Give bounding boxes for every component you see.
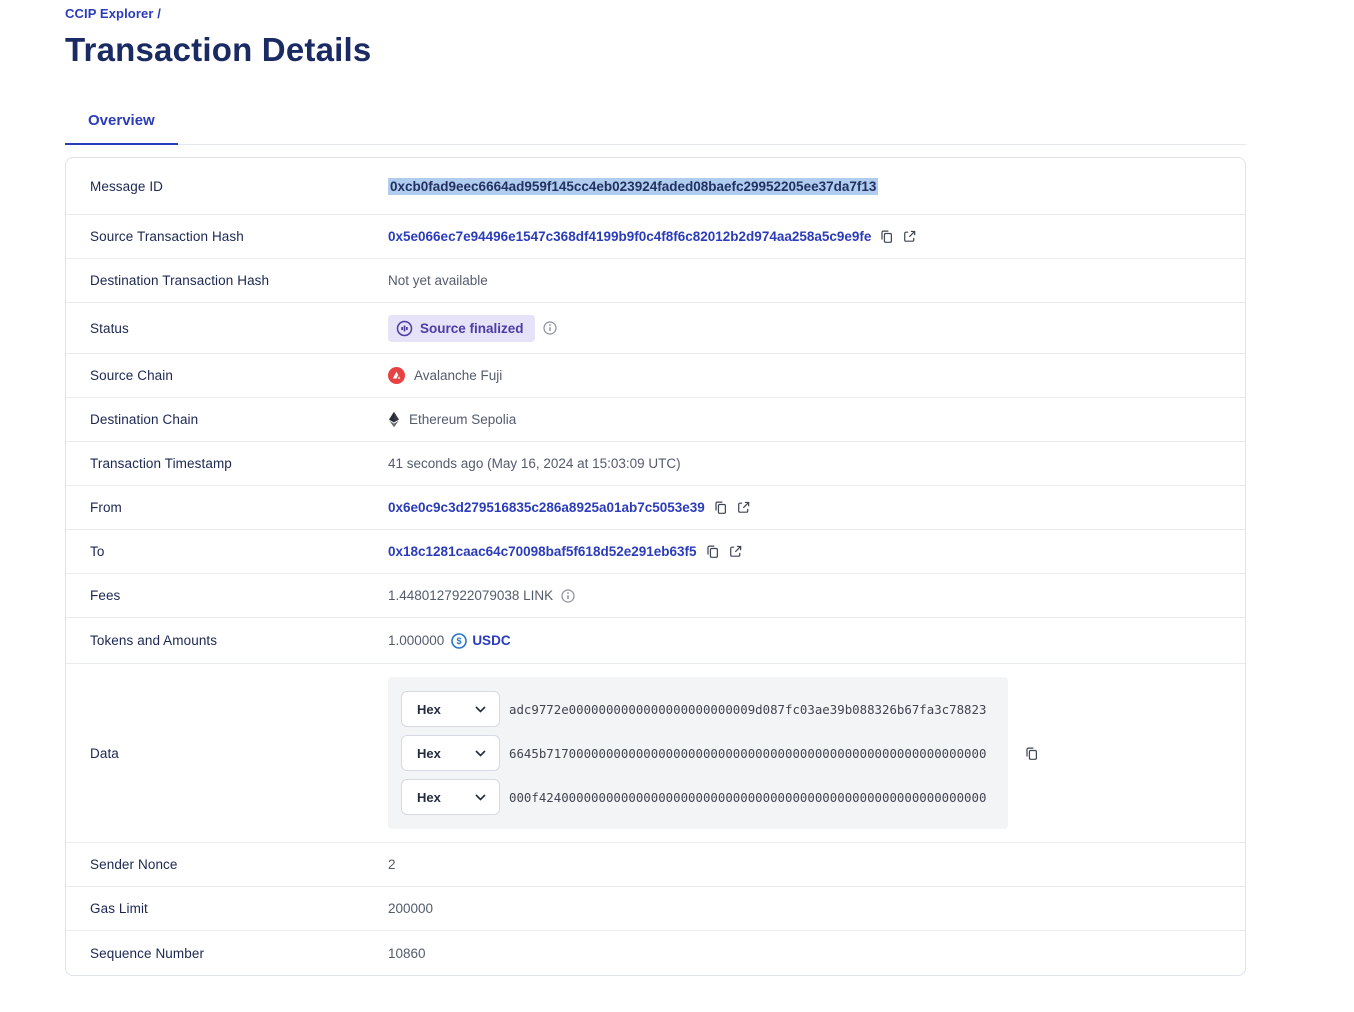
data-format-select[interactable]: Hex xyxy=(401,691,500,727)
tab-bar: Overview xyxy=(65,106,1246,145)
info-icon[interactable] xyxy=(561,588,575,603)
gas-limit-value: 200000 xyxy=(388,901,434,916)
table-row-gas-limit: Gas Limit 200000 xyxy=(66,887,1245,931)
timestamp-value: 41 seconds ago (May 16, 2024 at 15:03:09… xyxy=(388,456,681,471)
table-row-timestamp: Transaction Timestamp 41 seconds ago (Ma… xyxy=(66,442,1245,486)
row-label: Destination Transaction Hash xyxy=(90,273,270,288)
token-symbol: USDC xyxy=(472,633,511,648)
data-format-value: Hex xyxy=(417,745,441,761)
row-label: Sequence Number xyxy=(90,945,205,961)
copy-icon[interactable] xyxy=(713,500,728,515)
table-row-source-chain: Source Chain Avalanche Fuji xyxy=(66,354,1245,398)
row-label: Message ID xyxy=(90,178,164,194)
copy-icon[interactable] xyxy=(879,229,894,244)
row-label: Fees xyxy=(90,588,121,603)
chevron-down-icon xyxy=(475,705,486,713)
svg-text:$: $ xyxy=(457,636,462,646)
row-label: Source Chain xyxy=(90,368,173,383)
dest-chain-name: Ethereum Sepolia xyxy=(409,412,517,427)
data-format-value: Hex xyxy=(417,701,441,717)
usdc-icon: $ xyxy=(451,632,468,649)
to-address-link[interactable]: 0x18c1281caac64c70098baf5f618d52e291eb63… xyxy=(388,544,697,559)
ethereum-icon xyxy=(388,411,400,428)
chevron-down-icon xyxy=(475,793,486,801)
external-link-icon[interactable] xyxy=(902,229,917,244)
dest-tx-hash-value: Not yet available xyxy=(388,273,488,288)
breadcrumb-separator: / xyxy=(157,6,161,21)
table-row-sequence-number: Sequence Number 10860 xyxy=(66,931,1245,975)
status-badge: Source finalized xyxy=(388,314,535,342)
data-line: Hex adc9772e0000000000000000000000009d08… xyxy=(401,691,996,727)
table-row-status: Status Source finalized xyxy=(66,303,1245,354)
row-label: Transaction Timestamp xyxy=(90,456,232,471)
status-badge-label: Source finalized xyxy=(420,320,524,336)
row-label: Source Transaction Hash xyxy=(90,229,244,244)
status-progress-icon xyxy=(396,320,413,337)
table-row-to: To 0x18c1281caac64c70098baf5f618d52e291e… xyxy=(66,530,1245,574)
table-row-from: From 0x6e0c9c3d279516835c286a8925a01ab7c… xyxy=(66,486,1245,530)
breadcrumb: CCIP Explorer / xyxy=(65,6,1246,21)
copy-icon[interactable] xyxy=(705,544,720,559)
copy-icon[interactable] xyxy=(1024,746,1039,761)
row-label: Status xyxy=(90,320,129,336)
row-label: Sender Nonce xyxy=(90,857,178,872)
tab-overview[interactable]: Overview xyxy=(65,106,178,145)
breadcrumb-link-ccip-explorer[interactable]: CCIP Explorer xyxy=(65,6,154,21)
sender-nonce-value: 2 xyxy=(388,857,396,872)
data-format-value: Hex xyxy=(417,789,441,805)
row-label: To xyxy=(90,544,105,559)
data-hex-line: 000f424000000000000000000000000000000000… xyxy=(509,789,987,805)
external-link-icon[interactable] xyxy=(736,500,751,515)
transaction-details-table: Message ID 0xcb0fad9eec6664ad959f145cc4e… xyxy=(65,157,1246,976)
row-label: Gas Limit xyxy=(90,901,148,916)
ccip-explorer-page: CCIP Explorer / Transaction Details Over… xyxy=(65,0,1246,976)
table-row-message-id: Message ID 0xcb0fad9eec6664ad959f145cc4e… xyxy=(66,158,1245,215)
message-id-value: 0xcb0fad9eec6664ad959f145cc4eb023924fade… xyxy=(388,177,879,195)
table-row-tokens: Tokens and Amounts 1.000000 $ USDC xyxy=(66,618,1245,664)
data-hex-line: 6645b71700000000000000000000000000000000… xyxy=(509,745,987,761)
avalanche-icon xyxy=(388,367,405,384)
table-row-dest-tx-hash: Destination Transaction Hash Not yet ava… xyxy=(66,259,1245,303)
data-line: Hex 6645b7170000000000000000000000000000… xyxy=(401,735,996,771)
data-hex-line: adc9772e0000000000000000000000009d087fc0… xyxy=(509,701,987,717)
row-label: Destination Chain xyxy=(90,412,199,427)
from-address-link[interactable]: 0x6e0c9c3d279516835c286a8925a01ab7c5053e… xyxy=(388,500,705,515)
row-label: Data xyxy=(90,745,119,761)
table-row-fees: Fees 1.4480127922079038 LINK xyxy=(66,574,1245,618)
fees-value: 1.4480127922079038 LINK xyxy=(388,588,554,603)
source-tx-hash-link[interactable]: 0x5e066ec7e94496e1547c368df4199b9f0c4f8f… xyxy=(388,229,872,244)
data-line: Hex 000f42400000000000000000000000000000… xyxy=(401,779,996,815)
data-format-select[interactable]: Hex xyxy=(401,779,500,815)
external-link-icon[interactable] xyxy=(728,544,743,559)
data-format-select[interactable]: Hex xyxy=(401,735,500,771)
table-row-dest-chain: Destination Chain Ethereum Sepolia xyxy=(66,398,1245,442)
token-amount: 1.000000 xyxy=(388,633,445,648)
row-label: From xyxy=(90,500,122,515)
row-label: Tokens and Amounts xyxy=(90,633,218,648)
token-link-usdc[interactable]: $ USDC xyxy=(451,632,511,649)
data-hex-panel: Hex adc9772e0000000000000000000000009d08… xyxy=(388,677,1008,829)
info-icon[interactable] xyxy=(542,321,557,335)
page-title: Transaction Details xyxy=(65,31,372,68)
table-row-sender-nonce: Sender Nonce 2 xyxy=(66,843,1245,887)
table-row-source-tx-hash: Source Transaction Hash 0x5e066ec7e94496… xyxy=(66,215,1245,259)
table-row-data: Data Hex adc9772e00000000000000000000000… xyxy=(66,664,1245,843)
source-chain-name: Avalanche Fuji xyxy=(414,368,503,383)
chevron-down-icon xyxy=(475,749,486,757)
sequence-number-value: 10860 xyxy=(388,945,426,961)
